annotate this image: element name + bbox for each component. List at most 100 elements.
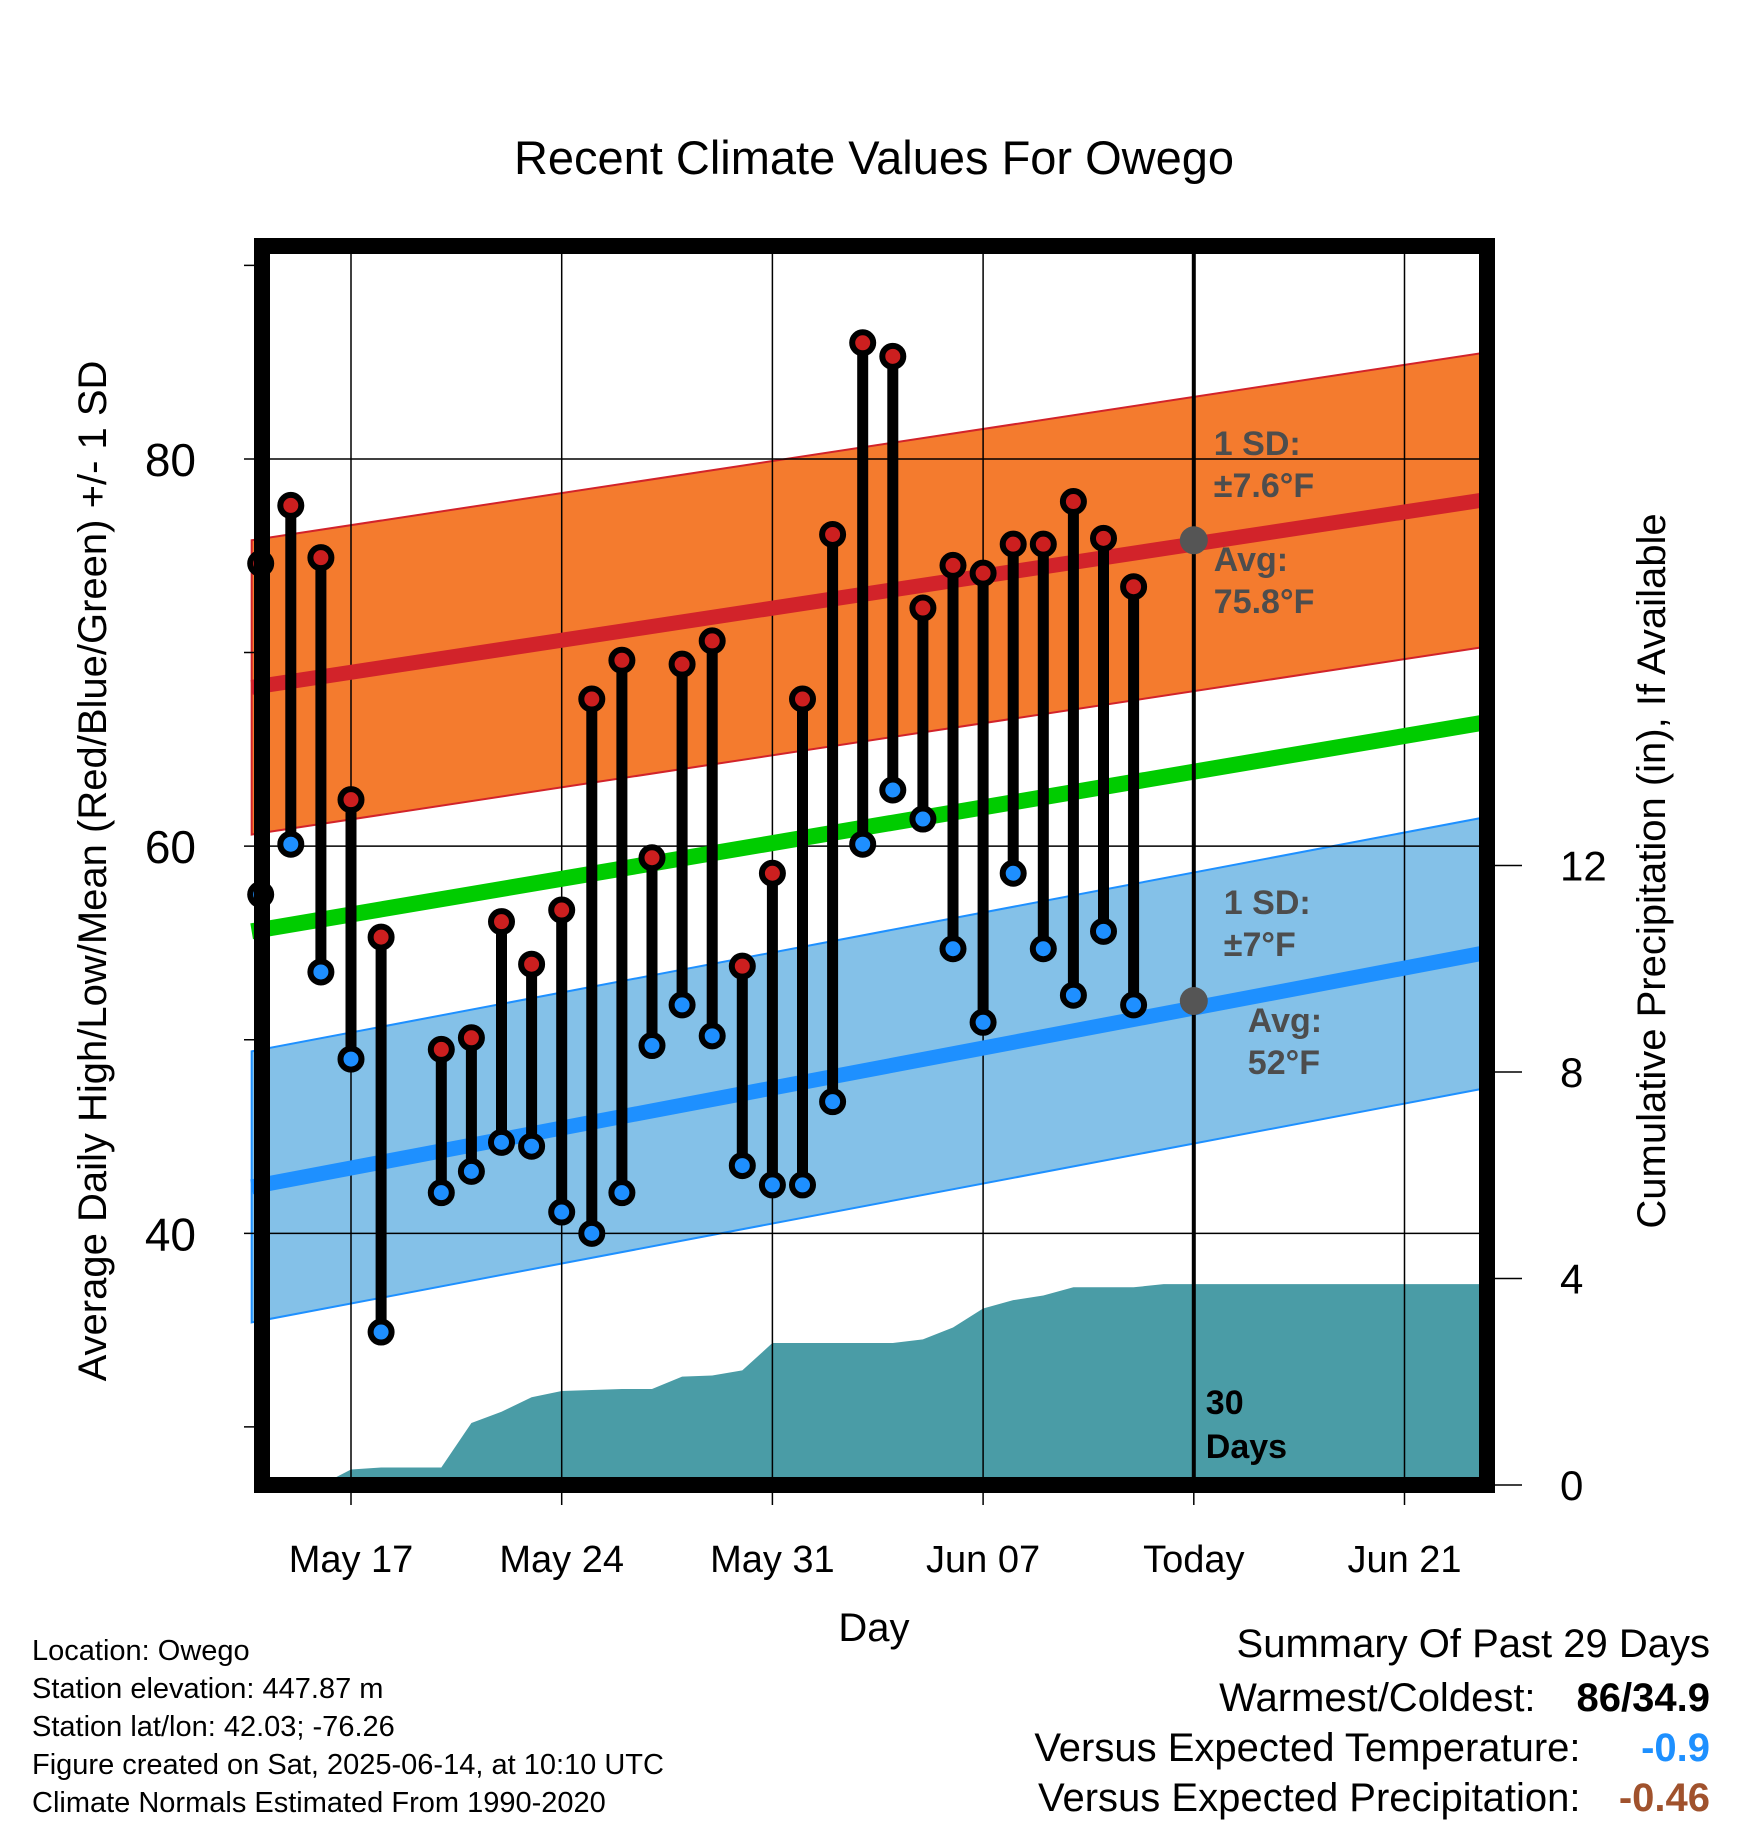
low-avg-label: Avg: bbox=[1248, 1002, 1322, 1040]
high-point bbox=[969, 559, 997, 587]
high-point bbox=[819, 520, 847, 548]
low-point bbox=[518, 1132, 546, 1160]
high-avg-label: Avg: bbox=[1214, 541, 1288, 579]
y-axis-label: Average Daily High/Low/Mean (Red/Blue/Gr… bbox=[71, 361, 115, 1382]
high-point bbox=[849, 329, 877, 357]
high-point bbox=[638, 844, 666, 872]
low-point bbox=[909, 805, 937, 833]
low-point bbox=[1029, 935, 1057, 963]
high-point bbox=[668, 650, 696, 678]
info-location: Location: Owego bbox=[32, 1635, 250, 1667]
low-point bbox=[608, 1179, 636, 1207]
info-elevation: Station elevation: 447.87 m bbox=[32, 1673, 384, 1705]
y-tick-label: 80 bbox=[145, 434, 196, 486]
summary-title: Summary Of Past 29 Days bbox=[1236, 1622, 1710, 1666]
x-tick-label: May 31 bbox=[710, 1539, 835, 1581]
days-label: Days bbox=[1206, 1428, 1287, 1466]
high-point bbox=[879, 342, 907, 370]
low-point bbox=[367, 1318, 395, 1346]
low-point bbox=[668, 991, 696, 1019]
avg-mean-line bbox=[250, 714, 1488, 940]
high-point bbox=[1120, 573, 1148, 601]
low-point bbox=[939, 935, 967, 963]
warmest-coldest-label: Warmest/Coldest: bbox=[1219, 1676, 1536, 1720]
high-point bbox=[427, 1035, 455, 1063]
high-point bbox=[939, 551, 967, 579]
x-tick-label: May 17 bbox=[289, 1539, 414, 1581]
high-point bbox=[337, 786, 365, 814]
y2-tick-label: 0 bbox=[1560, 1462, 1583, 1509]
high-point bbox=[367, 923, 395, 951]
high-sd-label: 1 SD: bbox=[1214, 425, 1301, 463]
low-sd-value: ±7°F bbox=[1224, 926, 1296, 964]
versus-temp-label: Versus Expected Temperature: bbox=[1034, 1726, 1581, 1770]
x-tick-label: May 24 bbox=[499, 1539, 624, 1581]
versus-precip-label: Versus Expected Precipitation: bbox=[1038, 1776, 1581, 1820]
high-point bbox=[548, 896, 576, 924]
low-point bbox=[307, 958, 335, 986]
low-point bbox=[578, 1219, 606, 1247]
plot-area: 1 SD: ±7.6°F Avg: 75.8°F 1 SD: ±7°F Avg: 52°F 30… bbox=[145, 238, 1607, 1581]
y2-axis-label: Cumulative Precipitation (in), If Availa… bbox=[1630, 513, 1674, 1228]
high-sd-value: ±7.6°F bbox=[1214, 467, 1314, 505]
high-point bbox=[1029, 530, 1057, 558]
high-point bbox=[518, 950, 546, 978]
low-point bbox=[638, 1032, 666, 1060]
low-avg-value: 52°F bbox=[1248, 1044, 1320, 1082]
low-point bbox=[999, 859, 1027, 887]
x-tick-label: Jun 07 bbox=[926, 1539, 1040, 1581]
y2-tick-label: 8 bbox=[1560, 1049, 1583, 1096]
y2-tick-label: 12 bbox=[1560, 843, 1607, 890]
x-tick-label: Today bbox=[1143, 1539, 1244, 1581]
high-point bbox=[277, 491, 305, 519]
low-point bbox=[277, 830, 305, 858]
versus-precip-value: -0.46 bbox=[1618, 1776, 1710, 1820]
today-avg-low-marker bbox=[1179, 987, 1208, 1016]
low-point bbox=[427, 1179, 455, 1207]
x-axis-label: Day bbox=[838, 1606, 909, 1650]
warmest-coldest-value: 86/34.9 bbox=[1576, 1676, 1710, 1720]
days-count: 30 bbox=[1206, 1384, 1244, 1422]
low-point bbox=[969, 1008, 997, 1036]
station-info: Location: Owego Station elevation: 447.8… bbox=[32, 1632, 664, 1822]
high-point bbox=[789, 685, 816, 713]
low-point bbox=[488, 1128, 515, 1156]
high-point bbox=[1090, 524, 1117, 552]
low-point bbox=[698, 1022, 726, 1050]
summary-versus-precipitation: Versus Expected Precipitation: -0.46 bbox=[1038, 1776, 1710, 1821]
high-point bbox=[608, 646, 636, 674]
avg-high-line bbox=[250, 492, 1487, 695]
low-point bbox=[548, 1198, 576, 1226]
low-point bbox=[758, 1171, 786, 1199]
today-avg-high-marker bbox=[1179, 526, 1208, 555]
low-point bbox=[849, 830, 877, 858]
low-point bbox=[1059, 981, 1087, 1009]
low-point bbox=[728, 1152, 756, 1180]
high-point bbox=[457, 1024, 485, 1052]
high-point bbox=[1059, 488, 1087, 516]
x-tick-label: Jun 21 bbox=[1347, 1539, 1461, 1581]
high-point bbox=[307, 544, 335, 572]
y-tick-label: 40 bbox=[145, 1208, 196, 1260]
chart-title: Recent Climate Values For Owego bbox=[514, 131, 1234, 184]
avg-low-line bbox=[250, 945, 1488, 1195]
low-point bbox=[819, 1088, 847, 1116]
y2-tick-label: 4 bbox=[1560, 1256, 1583, 1303]
info-normals: Climate Normals Estimated From 1990-2020 bbox=[32, 1787, 606, 1819]
high-point bbox=[698, 627, 726, 655]
low-point bbox=[879, 776, 907, 804]
precip-area bbox=[260, 1284, 1486, 1485]
high-point bbox=[578, 685, 606, 713]
low-point bbox=[1090, 917, 1117, 945]
low-point bbox=[789, 1171, 816, 1199]
summary-versus-temperature: Versus Expected Temperature: -0.9 bbox=[1034, 1726, 1710, 1771]
y-tick-label: 60 bbox=[145, 821, 196, 873]
low-sd-label: 1 SD: bbox=[1224, 884, 1311, 922]
high-point bbox=[999, 530, 1027, 558]
info-created: Figure created on Sat, 2025-06-14, at 10… bbox=[32, 1749, 664, 1781]
low-point bbox=[1120, 991, 1148, 1019]
high-point bbox=[909, 594, 937, 622]
versus-temp-value: -0.9 bbox=[1641, 1726, 1710, 1770]
low-point bbox=[337, 1045, 365, 1073]
